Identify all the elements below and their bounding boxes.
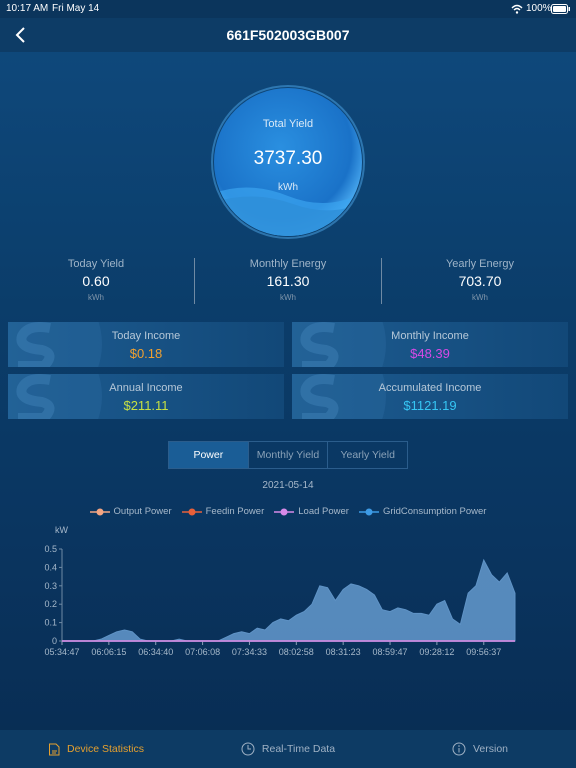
stat-value: 161.30 (266, 273, 310, 289)
stat-value: 0.60 (82, 273, 110, 289)
battery-icon (551, 4, 570, 14)
status-bar: 10:17 AM Fri May 14 100% (0, 0, 576, 18)
tab[interactable]: Monthly Yield (247, 442, 328, 468)
x-tick-label: 08:59:47 (373, 647, 408, 657)
x-tick-label: 05:34:47 (44, 647, 79, 657)
y-axis-label: kW (55, 525, 69, 535)
y-tick-label: 0.4 (44, 562, 57, 572)
divider (194, 258, 195, 304)
income-value: $211.11 (123, 398, 169, 413)
income-label: Today Income (111, 330, 181, 342)
stat: Yearly Energy 703.70 kWh (384, 258, 576, 302)
y-tick-label: 0 (52, 636, 57, 646)
stat-label: Yearly Energy (445, 258, 515, 270)
back-button[interactable] (14, 27, 28, 43)
tab[interactable]: Yearly Yield (327, 442, 407, 468)
battery-text: 100% (526, 3, 552, 14)
legend-swatch (89, 508, 110, 515)
date: Fri May 14 (52, 3, 100, 14)
x-tick-label: 09:28:12 (419, 647, 454, 657)
x-tick-label: 08:02:58 (279, 647, 314, 657)
nav-item[interactable]: Device Statistics (0, 730, 192, 768)
x-tick-label: 06:34:40 (138, 647, 173, 657)
total-yield-unit: kWh (278, 182, 298, 193)
bottom-nav: Device Statistics Real-Time Data Version (0, 730, 576, 768)
legend-label: Load Power (298, 506, 349, 517)
legend-label: Output Power (113, 506, 172, 517)
header: 661F502003GB007 (0, 18, 576, 52)
legend: Output Power Feedin Power Load Power GridCo… (0, 506, 576, 517)
legend-swatch (358, 508, 379, 515)
device-title: 661F502003GB007 (226, 27, 350, 43)
x-tick-label: 06:06:15 (91, 647, 126, 657)
legend-swatch (274, 508, 295, 515)
legend-item: Output Power (89, 506, 172, 517)
income-card: Monthly Income $48.39 (292, 322, 568, 367)
chart-date: 2021-05-14 (262, 480, 314, 491)
nav-item[interactable]: Version (384, 730, 576, 768)
y-tick-label: 0.5 (44, 544, 57, 554)
income-label: Accumulated Income (378, 382, 482, 394)
stat-unit: kWh (472, 293, 488, 302)
nav-label[interactable]: Device Statistics (66, 743, 145, 755)
chart: kW 0 0.1 0.2 0.3 0.4 0.5 05:34:47 06:06:15 06:34… (44, 525, 516, 657)
card-decoration (8, 322, 102, 367)
tab-bar: Power Monthly Yield Yearly Yield (168, 441, 408, 469)
stat: Monthly Energy 161.30 kWh (192, 258, 384, 302)
wifi-icon (511, 4, 523, 14)
stat-unit: kWh (88, 293, 104, 302)
stat-unit: kWh (280, 293, 296, 302)
stat-label: Today Yield (67, 258, 125, 270)
legend-label: Feedin Power (205, 506, 265, 517)
income-label: Monthly Income (391, 330, 469, 342)
stat-label: Monthly Energy (249, 258, 327, 270)
income-label: Annual Income (109, 382, 183, 394)
card-decoration (8, 374, 102, 419)
tab[interactable]: Power (169, 442, 248, 468)
x-tick-label: 07:34:33 (232, 647, 267, 657)
legend-label: GridConsumption Power (382, 506, 487, 517)
nav-icon (48, 743, 60, 755)
income-value: $1121.19 (403, 398, 457, 413)
income-card: Today Income $0.18 (8, 322, 284, 367)
legend-item: Feedin Power (181, 506, 265, 517)
nav-icon (241, 742, 255, 756)
x-tick-label: 09:56:37 (466, 647, 501, 657)
card-decoration (292, 374, 386, 419)
nav-item[interactable]: Real-Time Data (192, 730, 384, 768)
total-yield-value: 3737.30 (253, 148, 323, 169)
card-decoration (292, 322, 386, 367)
legend-item: Load Power (274, 506, 349, 517)
nav-icon (452, 742, 466, 756)
legend-swatch (181, 508, 202, 515)
y-tick-label: 0.2 (44, 599, 57, 609)
income-value: $0.18 (129, 346, 163, 361)
x-tick-label: 08:31:23 (326, 647, 361, 657)
total-yield-label: Total Yield (262, 118, 314, 130)
stat-value: 703.70 (458, 273, 502, 289)
income-card: Accumulated Income $1121.19 (292, 374, 568, 419)
legend-item: GridConsumption Power (358, 506, 487, 517)
income-card: Annual Income $211.11 (8, 374, 284, 419)
time: 10:17 AM (6, 3, 49, 14)
income-value: $48.39 (410, 346, 450, 361)
series-area (62, 558, 516, 642)
y-tick-label: 0.3 (44, 581, 57, 591)
yield-circle (211, 85, 365, 239)
nav-label[interactable]: Version (472, 743, 509, 755)
divider (381, 258, 382, 304)
stat: Today Yield 0.60 kWh (0, 258, 192, 302)
x-tick-label: 07:06:08 (185, 647, 220, 657)
nav-label[interactable]: Real-Time Data (261, 743, 336, 755)
y-tick-label: 0.1 (44, 618, 57, 628)
